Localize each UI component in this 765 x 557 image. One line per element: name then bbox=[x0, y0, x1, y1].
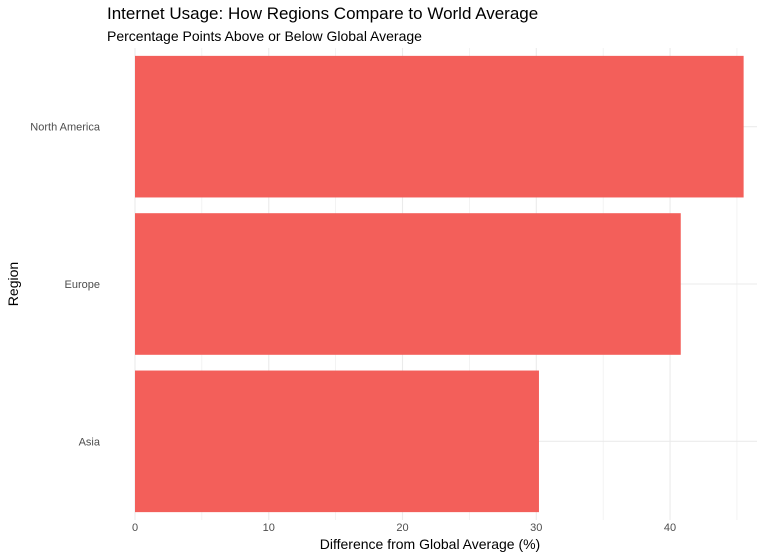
y-tick-label: Europe bbox=[65, 279, 100, 291]
bar-asia bbox=[135, 370, 539, 513]
chart-title: Internet Usage: How Regions Compare to W… bbox=[107, 4, 539, 23]
y-axis-title: Region bbox=[5, 262, 21, 306]
x-axis-title: Difference from Global Average (%) bbox=[320, 536, 540, 552]
y-tick-label: Asia bbox=[79, 436, 101, 448]
x-axis-ticks: 0 10 20 30 40 bbox=[132, 522, 676, 534]
x-tick-label: 40 bbox=[664, 522, 676, 534]
bar-europe bbox=[135, 213, 681, 355]
y-tick-label: North America bbox=[30, 122, 101, 134]
chart-subtitle: Percentage Points Above or Below Global … bbox=[107, 28, 422, 44]
x-tick-label: 0 bbox=[132, 522, 138, 534]
bar-north-america bbox=[135, 55, 744, 198]
x-tick-label: 10 bbox=[263, 522, 275, 534]
bars bbox=[135, 55, 744, 513]
x-tick-label: 20 bbox=[396, 522, 408, 534]
y-axis-ticks: North America Europe Asia bbox=[30, 122, 101, 449]
x-tick-label: 30 bbox=[530, 522, 542, 534]
